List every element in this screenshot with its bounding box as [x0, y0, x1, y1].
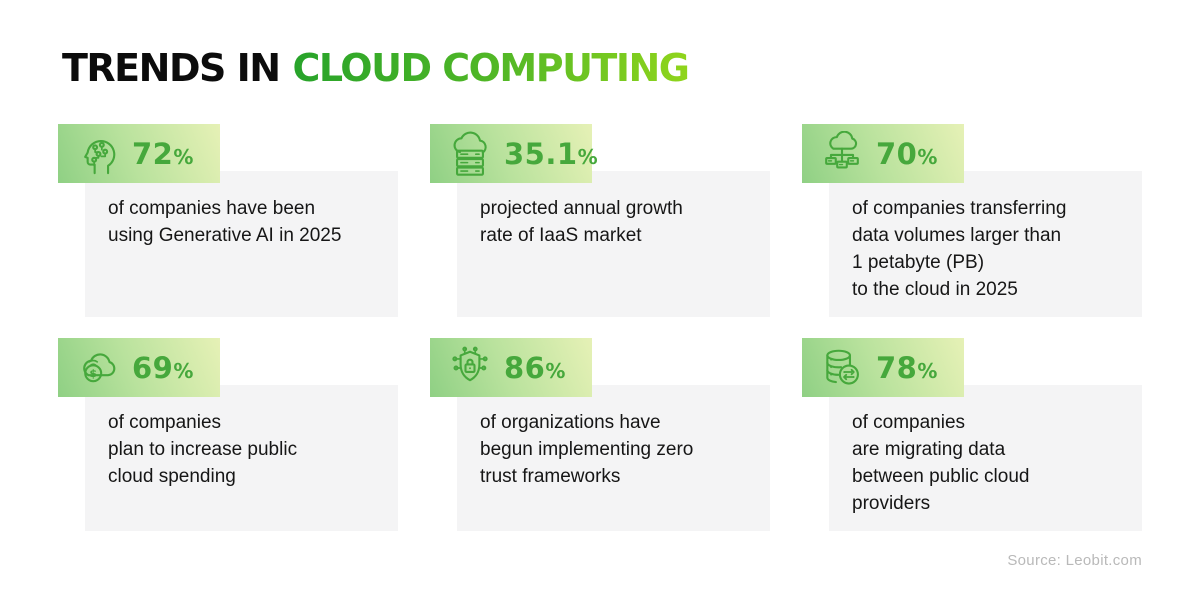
stat-value: 72%	[132, 137, 193, 171]
stats-grid: 72% of companies have been using Generat…	[58, 124, 1142, 531]
percent-sign: %	[577, 144, 598, 169]
stat-badge: 72%	[58, 124, 220, 183]
stat-number: 70	[876, 136, 918, 171]
stat-description: of companies are migrating data between …	[852, 412, 1030, 514]
stat-description-card: of companies have been using Generative …	[85, 171, 398, 317]
page-title: TRENDS IN CLOUD COMPUTING	[62, 46, 690, 90]
shield-lock-icon	[446, 344, 494, 392]
stat-card: 70% of companies transferring data volum…	[802, 124, 1142, 317]
cloud-network-icon	[818, 130, 866, 178]
stat-value: 86%	[504, 351, 565, 385]
stat-number: 86	[504, 350, 546, 385]
stat-badge: 70%	[802, 124, 964, 183]
stat-card: 78% of companies are migrating data betw…	[802, 338, 1142, 531]
stat-number: 72	[132, 136, 174, 171]
stat-card: 86% of organizations have begun implemen…	[430, 338, 770, 531]
stat-value: 35.1%	[504, 137, 598, 171]
database-transfer-icon	[818, 344, 866, 392]
stat-description-card: of companies are migrating data between …	[829, 385, 1142, 531]
stat-card: $ 69% of companies plan to increase publ…	[58, 338, 398, 531]
percent-sign: %	[917, 358, 938, 383]
stat-description: of organizations have begun implementing…	[480, 412, 694, 487]
title-highlight: CLOUD COMPUTING	[292, 46, 690, 90]
stat-description: of companies transferring data volumes l…	[852, 198, 1067, 300]
stat-badge: 86%	[430, 338, 592, 397]
percent-sign: %	[173, 358, 194, 383]
stat-description-card: of organizations have begun implementing…	[457, 385, 770, 531]
stat-description: projected annual growth rate of IaaS mar…	[480, 198, 683, 246]
stat-description-card: of companies transferring data volumes l…	[829, 171, 1142, 317]
stat-card: 35.1% projected annual growth rate of Ia…	[430, 124, 770, 317]
stat-number: 35.1	[504, 136, 578, 171]
stat-value: 78%	[876, 351, 937, 385]
percent-sign: %	[545, 358, 566, 383]
stat-card: 72% of companies have been using Generat…	[58, 124, 398, 317]
percent-sign: %	[173, 144, 194, 169]
stat-badge: 78%	[802, 338, 964, 397]
stat-value: 70%	[876, 137, 937, 171]
stat-number: 69	[132, 350, 174, 385]
cloud-servers-icon	[446, 130, 494, 178]
stat-description: of companies plan to increase public clo…	[108, 412, 298, 487]
svg-text:$: $	[89, 367, 97, 380]
title-prefix: TRENDS IN	[62, 46, 281, 90]
stat-description: of companies have been using Generative …	[108, 198, 342, 246]
stat-badge: 35.1%	[430, 124, 598, 183]
ai-head-icon	[74, 130, 122, 178]
stat-value: 69%	[132, 351, 193, 385]
stat-description-card: projected annual growth rate of IaaS mar…	[457, 171, 770, 317]
stat-description-card: of companies plan to increase public clo…	[85, 385, 398, 531]
stat-badge: $ 69%	[58, 338, 220, 397]
stat-number: 78	[876, 350, 918, 385]
source-credit: Source: Leobit.com	[1007, 552, 1142, 569]
cloud-dollar-icon: $	[74, 344, 122, 392]
percent-sign: %	[917, 144, 938, 169]
